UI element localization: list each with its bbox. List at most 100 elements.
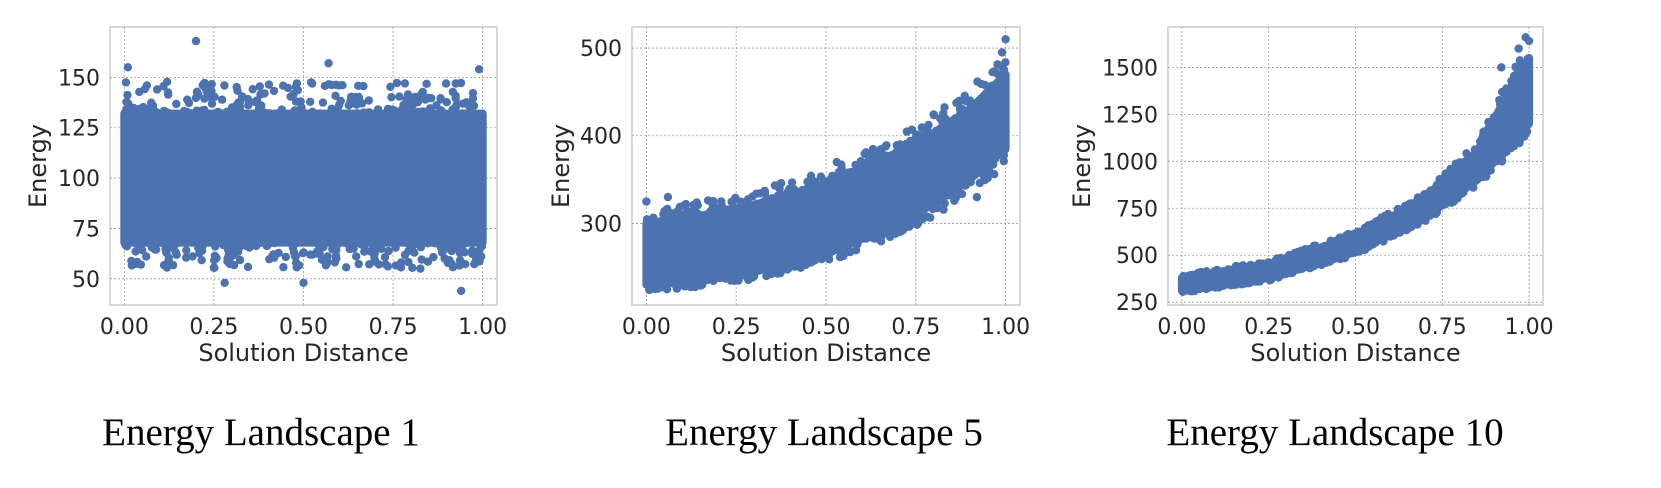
scatter-point bbox=[706, 197, 716, 206]
scatter-point bbox=[182, 246, 191, 255]
scatter-point bbox=[220, 81, 229, 90]
scatter-point bbox=[851, 246, 861, 255]
outlier-point bbox=[1514, 44, 1523, 53]
scatter-point bbox=[207, 99, 217, 108]
y-tick-label: 75 bbox=[72, 217, 100, 242]
scatter-point bbox=[1245, 278, 1255, 287]
scatter-point bbox=[1296, 247, 1305, 256]
y-tick-label: 150 bbox=[58, 66, 100, 91]
x-tick-label: 1.00 bbox=[1505, 315, 1554, 340]
scatter-point bbox=[356, 240, 366, 249]
scatter-point bbox=[937, 116, 947, 126]
scatter-point bbox=[1231, 262, 1241, 271]
scatter-point bbox=[1000, 145, 1009, 154]
scatter-point bbox=[374, 260, 384, 269]
scatter-point bbox=[688, 207, 697, 216]
scatter-point bbox=[1394, 226, 1404, 235]
scatter-point bbox=[1187, 287, 1197, 296]
scatter-point bbox=[133, 257, 142, 267]
y-tick-label: 500 bbox=[1116, 244, 1158, 269]
scatter-point bbox=[468, 249, 477, 258]
scatter-point bbox=[126, 238, 135, 247]
x-tick-label: 0.75 bbox=[369, 315, 418, 340]
scatter-point bbox=[1362, 225, 1371, 234]
chart-panel-5: 0.00 0.25 0.50 0.75 1.00 300 400 500 Solution Di… bbox=[543, 0, 1033, 380]
scatter-chart-10: 0.00 0.25 0.50 0.75 1.00 250 500 750 1000 1250 150… bbox=[1068, 26, 1554, 367]
outlier-point bbox=[220, 278, 229, 288]
scatter-point bbox=[437, 106, 446, 115]
scatter-point bbox=[841, 170, 851, 179]
outlier-point bbox=[972, 192, 982, 202]
scatter-point bbox=[362, 108, 371, 118]
scatter-point bbox=[219, 240, 228, 250]
scatter-point bbox=[392, 78, 402, 88]
scatter-point bbox=[993, 60, 1002, 69]
scatter-point bbox=[277, 105, 286, 114]
scatter-point bbox=[908, 212, 917, 221]
y-tick-label: 1000 bbox=[1102, 150, 1158, 175]
scatter-point bbox=[339, 109, 348, 118]
scatter-point bbox=[151, 109, 160, 118]
x-tick-label: 0.75 bbox=[891, 315, 940, 340]
scatter-point bbox=[475, 257, 484, 266]
scatter-point bbox=[182, 253, 191, 262]
scatter-point bbox=[384, 246, 393, 256]
scatter-point bbox=[999, 65, 1009, 75]
scatter-point bbox=[811, 254, 821, 263]
x-axis-label: Solution Distance bbox=[198, 339, 408, 367]
scatter-point bbox=[211, 242, 220, 251]
scatter-point bbox=[195, 249, 204, 258]
scatter-point bbox=[1195, 284, 1204, 294]
scatter-point bbox=[1457, 158, 1466, 167]
scatter-point bbox=[1469, 183, 1478, 192]
scatter-point bbox=[142, 252, 151, 261]
scatter-point bbox=[418, 87, 427, 97]
scatter-point bbox=[1278, 269, 1288, 278]
scatter-point bbox=[332, 246, 341, 255]
y-tick-label: 400 bbox=[580, 125, 622, 150]
point-density-band bbox=[120, 109, 487, 247]
scatter-point bbox=[1276, 253, 1286, 263]
scatter-point bbox=[400, 107, 409, 116]
scatter-point bbox=[990, 67, 999, 76]
scatter-point bbox=[346, 92, 356, 102]
outlier-point bbox=[324, 59, 333, 68]
chart-panel-1: 0.00 0.25 0.50 0.75 1.00 50 75 100 125 150 Solutio… bbox=[20, 0, 510, 380]
scatter-point bbox=[693, 201, 702, 210]
scatter-point bbox=[293, 238, 302, 247]
scatter-point bbox=[264, 80, 274, 89]
scatter-point bbox=[302, 109, 311, 118]
scatter-point bbox=[784, 264, 793, 274]
scatter-point bbox=[413, 240, 423, 249]
scatter-point bbox=[753, 199, 762, 208]
scatter-point bbox=[913, 220, 922, 229]
scatter-point bbox=[142, 81, 152, 90]
x-tick-label: 0.25 bbox=[712, 315, 761, 340]
chart-panel-10: 0.00 0.25 0.50 0.75 1.00 250 500 750 1000 1250 150… bbox=[1066, 0, 1556, 380]
scatter-point bbox=[427, 94, 436, 103]
scatter-point bbox=[932, 126, 941, 135]
outlier-point bbox=[191, 36, 201, 46]
scatter-point bbox=[796, 263, 805, 272]
x-tick-label: 0.25 bbox=[1244, 315, 1293, 340]
scatter-point bbox=[1360, 245, 1370, 255]
x-axis-label: Solution Distance bbox=[1250, 339, 1460, 367]
scatter-point bbox=[306, 250, 315, 259]
scatter-point bbox=[1420, 214, 1429, 223]
scatter-point bbox=[336, 96, 345, 106]
scatter-point bbox=[699, 277, 709, 286]
scatter-point bbox=[773, 191, 782, 201]
x-tick-label: 0.25 bbox=[189, 315, 238, 340]
scatter-point bbox=[135, 239, 144, 248]
outlier-point bbox=[123, 63, 133, 72]
scatter-point bbox=[120, 109, 129, 118]
scatter-point bbox=[253, 108, 262, 117]
scatter-point bbox=[138, 246, 147, 255]
scatter-point bbox=[1453, 193, 1462, 203]
scatter-point bbox=[269, 86, 279, 96]
scatter-point bbox=[690, 276, 699, 285]
scatter-point bbox=[306, 97, 315, 107]
scatter-point bbox=[1405, 222, 1414, 232]
scatter-point bbox=[197, 256, 206, 265]
scatter-point bbox=[390, 106, 399, 116]
